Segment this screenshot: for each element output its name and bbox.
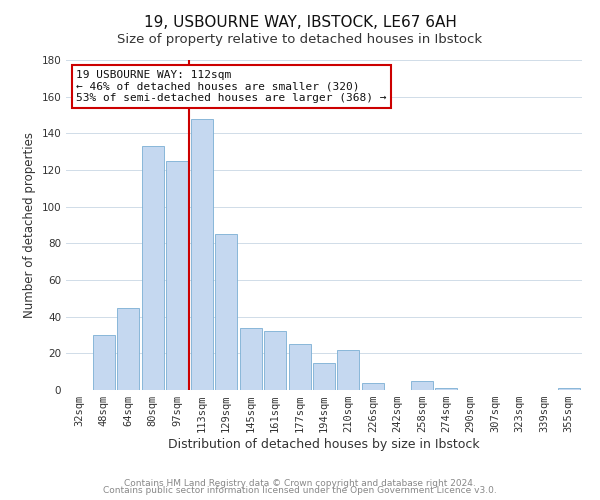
Text: Contains HM Land Registry data © Crown copyright and database right 2024.: Contains HM Land Registry data © Crown c… <box>124 478 476 488</box>
Bar <box>435 388 457 390</box>
Bar <box>362 382 384 390</box>
Bar <box>289 344 311 390</box>
Bar <box>264 332 286 390</box>
Bar <box>239 328 262 390</box>
Bar <box>142 146 164 390</box>
Text: Contains public sector information licensed under the Open Government Licence v3: Contains public sector information licen… <box>103 486 497 495</box>
Bar <box>215 234 237 390</box>
Bar <box>166 161 188 390</box>
X-axis label: Distribution of detached houses by size in Ibstock: Distribution of detached houses by size … <box>168 438 480 451</box>
Text: 19, USBOURNE WAY, IBSTOCK, LE67 6AH: 19, USBOURNE WAY, IBSTOCK, LE67 6AH <box>143 15 457 30</box>
Bar <box>313 362 335 390</box>
Text: Size of property relative to detached houses in Ibstock: Size of property relative to detached ho… <box>118 32 482 46</box>
Bar <box>411 381 433 390</box>
Bar <box>557 388 580 390</box>
Bar <box>191 118 213 390</box>
Text: 19 USBOURNE WAY: 112sqm
← 46% of detached houses are smaller (320)
53% of semi-d: 19 USBOURNE WAY: 112sqm ← 46% of detache… <box>76 70 387 103</box>
Y-axis label: Number of detached properties: Number of detached properties <box>23 132 36 318</box>
Bar <box>337 350 359 390</box>
Bar <box>118 308 139 390</box>
Bar <box>93 335 115 390</box>
